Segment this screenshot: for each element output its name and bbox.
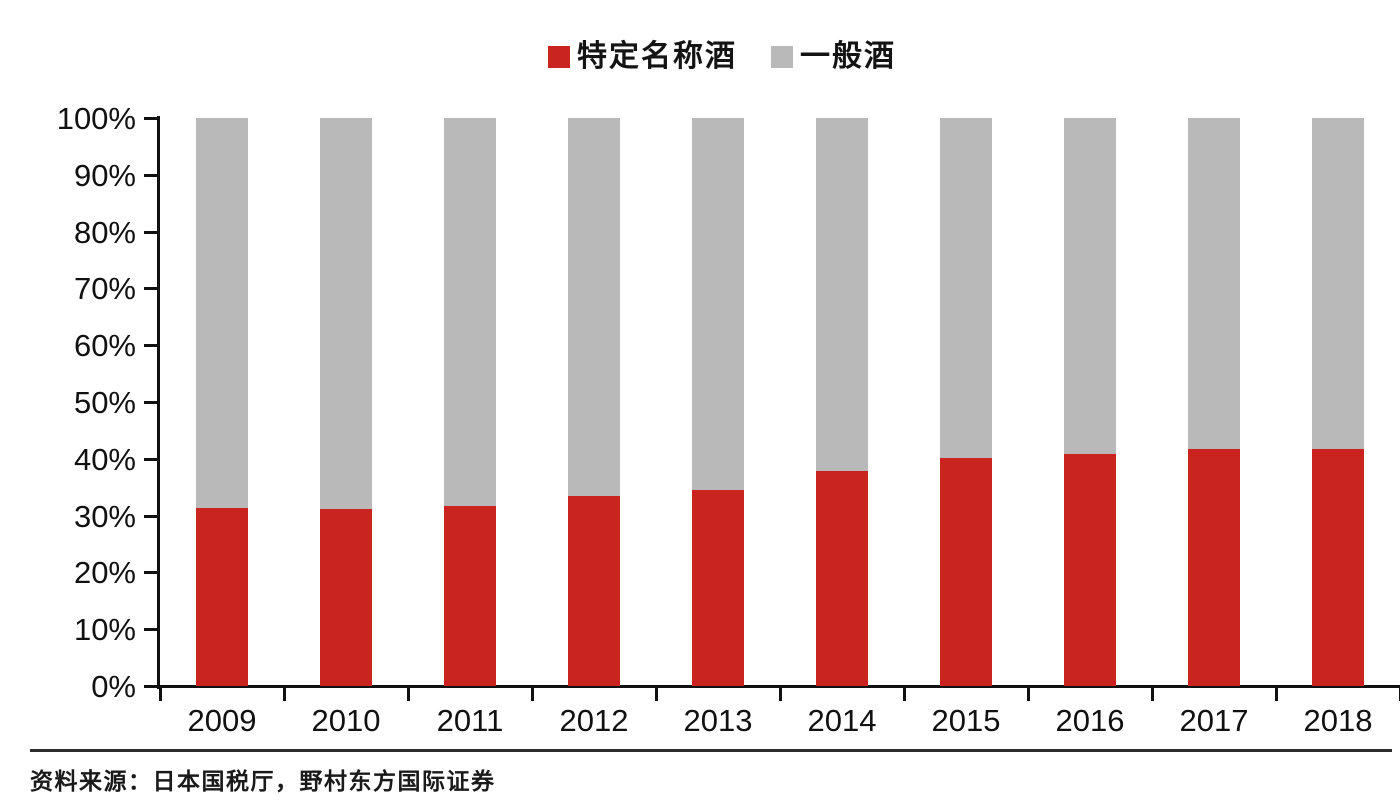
bar-2017-gray-segment xyxy=(1188,118,1240,450)
footer-divider xyxy=(30,749,1392,752)
y-tick-mark xyxy=(144,457,157,461)
legend-label: 特定名称酒 xyxy=(577,39,737,74)
legend-item-specific-designation-sake: 特定名称酒 xyxy=(548,42,737,72)
y-tick-label: 30% xyxy=(73,498,136,534)
bar-2014-gray-segment xyxy=(816,118,868,472)
bar-2010-red-segment xyxy=(320,509,372,686)
x-tick-mark xyxy=(283,688,286,701)
x-axis-line xyxy=(144,685,1400,688)
y-tick-mark xyxy=(144,571,157,575)
x-axis-label-2012: 2012 xyxy=(559,703,629,738)
y-tick-label: 10% xyxy=(73,612,136,648)
y-tick-label: 20% xyxy=(73,555,136,591)
y-tick-mark xyxy=(144,514,157,518)
bar-2012-gray-segment xyxy=(568,118,620,496)
y-tick-mark xyxy=(144,685,157,688)
stacked-bar-chart: 0% 10% 20% 30% 40% 50% 60% 70% 80% 90% 100% 2009 201… xyxy=(56,101,1400,738)
y-tick-mark xyxy=(144,628,157,632)
bar-2018-gray-segment xyxy=(1312,118,1364,449)
y-tick-mark xyxy=(144,287,157,291)
y-axis-line xyxy=(157,116,160,689)
legend-swatch-gray xyxy=(771,46,793,68)
x-tick-mark xyxy=(159,688,162,701)
y-tick-mark xyxy=(144,344,157,348)
x-axis-label-2013: 2013 xyxy=(683,703,753,738)
bar-2013-red-segment xyxy=(692,490,744,686)
bar-2011-red-segment xyxy=(444,505,496,686)
x-axis-label-2011: 2011 xyxy=(436,703,504,738)
legend-item-ordinary-sake: 一般酒 xyxy=(771,42,896,72)
y-tick-label: 40% xyxy=(73,441,136,477)
x-tick-mark xyxy=(531,688,534,701)
bar-2017-red-segment xyxy=(1188,449,1240,686)
x-axis-label-2018: 2018 xyxy=(1303,703,1373,738)
x-tick-mark xyxy=(655,688,658,701)
x-tick-mark xyxy=(779,688,782,701)
bar-2013-gray-segment xyxy=(692,118,744,491)
x-axis-label-2016: 2016 xyxy=(1055,703,1125,738)
bar-2012-red-segment xyxy=(568,495,620,686)
x-tick-mark xyxy=(903,688,906,701)
legend-swatch-red xyxy=(548,46,570,68)
bar-2015-red-segment xyxy=(940,457,992,686)
x-axis-label-2014: 2014 xyxy=(807,703,877,738)
y-tick-mark xyxy=(144,117,157,120)
y-tick-label: 50% xyxy=(73,385,136,420)
y-tick-mark xyxy=(144,173,157,177)
bar-2016-gray-segment xyxy=(1064,118,1116,455)
y-tick-label: 60% xyxy=(73,328,136,364)
y-tick-label: 90% xyxy=(73,157,136,193)
bar-2014-red-segment xyxy=(816,471,868,686)
source-note: 资料来源：日本国税厅，野村东方国际证券 xyxy=(30,768,496,795)
bar-2009-red-segment xyxy=(196,507,248,686)
y-tick-label: 100% xyxy=(56,101,136,136)
x-tick-mark xyxy=(1027,688,1030,701)
x-axis-label-2009: 2009 xyxy=(187,703,257,738)
chart-legend: 特定名称酒 一般酒 xyxy=(548,42,896,72)
x-tick-mark xyxy=(1275,688,1278,701)
x-axis-label-2017: 2017 xyxy=(1179,703,1249,738)
bar-2010-gray-segment xyxy=(320,118,372,510)
bar-2016-red-segment xyxy=(1064,454,1116,686)
y-tick-mark xyxy=(144,230,157,234)
y-tick-label: 80% xyxy=(73,214,136,250)
bar-2011-gray-segment xyxy=(444,118,496,506)
x-tick-mark xyxy=(407,688,410,701)
bar-2018-red-segment xyxy=(1312,448,1364,686)
x-axis-label-2010: 2010 xyxy=(311,703,381,738)
y-tick-label: 0% xyxy=(91,669,136,704)
bar-2009-gray-segment xyxy=(196,118,248,508)
x-tick-mark xyxy=(1151,688,1154,701)
legend-label: 一般酒 xyxy=(800,39,896,74)
y-tick-label: 70% xyxy=(73,271,136,307)
x-axis-label-2015: 2015 xyxy=(931,703,1001,738)
bar-2015-gray-segment xyxy=(940,118,992,458)
y-tick-mark xyxy=(144,401,157,404)
